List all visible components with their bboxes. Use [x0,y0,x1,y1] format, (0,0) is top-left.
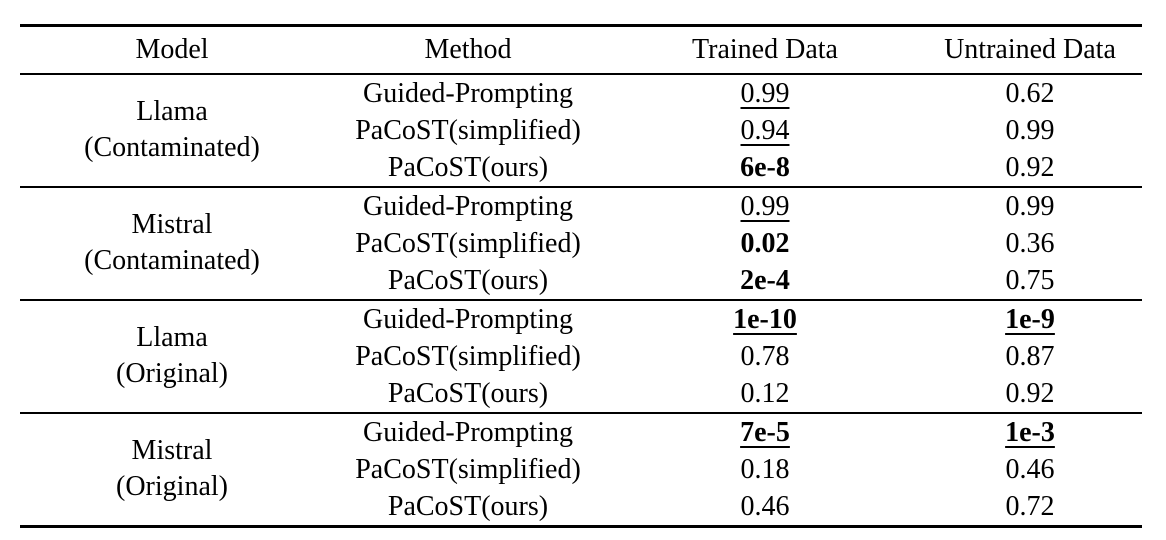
group-llama-original: Llama (Original) Guided-Prompting 1e-10 … [20,300,1142,413]
table-row: PaCoST(ours) 6e-8 0.92 [20,149,1142,187]
trained-value: 0.02 [740,227,790,259]
table-row: Llama (Original) Guided-Prompting 1e-10 … [20,300,1142,390]
table-row: Llama (Contaminated) Guided-Prompting 0.… [20,74,1142,164]
untrained-value: 0.36 [1005,227,1055,259]
group-llama-contaminated: Llama (Contaminated) Guided-Prompting 0.… [20,74,1142,187]
model-cell: Llama (Original) [20,300,324,413]
model-name: Llama [136,96,208,127]
method-label: PaCoST(simplified) [355,114,581,146]
model-variant: (Contaminated) [84,132,260,163]
untrained-value: 1e-9 [1005,303,1055,335]
model-cell: Mistral (Original) [20,413,324,527]
model-cell: Mistral (Contaminated) [20,187,324,300]
table-row: PaCoST(ours) 0.46 0.72 [20,488,1142,527]
method-label: PaCoST(ours) [387,151,549,183]
table-row: PaCoST(simplified) 0.94 0.99 [20,112,1142,149]
method-label: PaCoST(simplified) [355,340,581,372]
method-label: Guided-Prompting [363,77,573,109]
untrained-value: 0.92 [1005,377,1055,409]
results-table: Model Method Trained Data Untrained Data… [20,24,1142,528]
trained-value: 1e-10 [733,303,797,335]
trained-value: 0.94 [740,114,790,146]
table-row: Mistral (Contaminated) Guided-Prompting … [20,187,1142,277]
table-row: PaCoST(simplified) 0.02 0.36 [20,225,1142,262]
col-header-method: Method [424,33,512,65]
untrained-value: 0.87 [1005,340,1055,372]
trained-value: 7e-5 [740,416,790,448]
method-label: Guided-Prompting [363,190,573,222]
model-variant: (Original) [116,471,228,502]
table-row: PaCoST(ours) 0.12 0.92 [20,375,1142,413]
group-mistral-original: Mistral (Original) Guided-Prompting 7e-5… [20,413,1142,527]
method-label: PaCoST(ours) [387,377,549,409]
model-name: Llama [136,322,208,353]
untrained-value: 0.46 [1005,453,1055,485]
table-row: PaCoST(simplified) 0.18 0.46 [20,451,1142,488]
table-row: Mistral (Original) Guided-Prompting 7e-5… [20,413,1142,503]
untrained-value: 0.99 [1005,114,1055,146]
group-mistral-contaminated: Mistral (Contaminated) Guided-Prompting … [20,187,1142,300]
table-row: PaCoST(simplified) 0.78 0.87 [20,338,1142,375]
trained-value: 6e-8 [740,151,790,183]
trained-value: 0.18 [740,453,790,485]
trained-value: 0.99 [740,190,790,222]
trained-value: 2e-4 [740,264,790,296]
model-name: Mistral [131,209,213,240]
method-label: Guided-Prompting [363,303,573,335]
trained-value: 0.46 [740,490,790,522]
col-header-untrained-data: Untrained Data [944,33,1116,65]
untrained-value: 0.75 [1005,264,1055,296]
method-label: Guided-Prompting [363,416,573,448]
model-name: Mistral [131,435,213,466]
model-variant: (Contaminated) [84,245,260,276]
trained-value: 0.12 [740,377,790,409]
model-cell: Llama (Contaminated) [20,74,324,187]
untrained-value: 0.99 [1005,190,1055,222]
method-label: PaCoST(ours) [387,490,549,522]
method-label: PaCoST(simplified) [355,227,581,259]
method-label: PaCoST(ours) [387,264,549,296]
untrained-value: 0.92 [1005,151,1055,183]
header-row: Model Method Trained Data Untrained Data [20,26,1142,74]
trained-value: 0.78 [740,340,790,372]
table-row: PaCoST(ours) 2e-4 0.75 [20,262,1142,300]
col-header-trained-data: Trained Data [692,33,838,65]
trained-value: 0.99 [740,77,790,109]
untrained-value: 0.72 [1005,490,1055,522]
untrained-value: 0.62 [1005,77,1055,109]
model-variant: (Original) [116,358,228,389]
method-label: PaCoST(simplified) [355,453,581,485]
col-header-model: Model [135,33,209,65]
untrained-value: 1e-3 [1005,416,1055,448]
